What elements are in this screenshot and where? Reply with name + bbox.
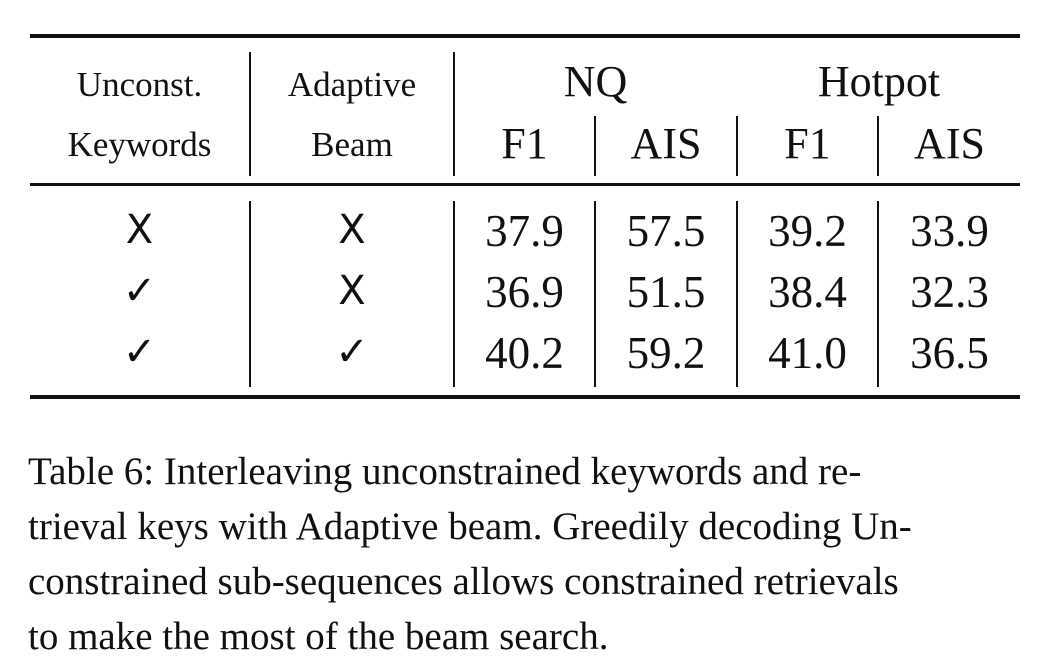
caption-line: constrained sub-sequences allows constra… [28, 560, 899, 603]
cell-hotpot-ais: 32.3 [910, 267, 989, 317]
col-separator [249, 201, 251, 387]
header-adaptive: Adaptive [287, 65, 417, 104]
cell-unconst: ✓ [122, 329, 157, 375]
col-separator [594, 116, 596, 176]
cell-nq-f1: 40.2 [485, 328, 564, 378]
header-hotpot-ais: AIS [914, 119, 985, 168]
caption-line: to make the most of the beam search. [28, 615, 609, 658]
header-nq-f1: F1 [501, 119, 548, 168]
cell-hotpot-f1: 38.4 [768, 267, 847, 317]
cell-adaptive: ✓ [335, 329, 369, 375]
header-group-nq: NQ [563, 57, 628, 106]
col-separator [736, 116, 738, 176]
cell-hotpot-f1: 39.2 [768, 206, 847, 256]
cell-unconst: X [125, 207, 154, 253]
header-hotpot-f1: F1 [784, 119, 831, 168]
col-separator [249, 52, 251, 176]
header-beam: Beam [311, 125, 393, 164]
col-separator [736, 201, 738, 387]
cell-unconst: ✓ [122, 268, 157, 314]
cell-adaptive: X [338, 207, 366, 253]
header-unconst: Unconst. [76, 65, 203, 104]
cell-nq-f1: 37.9 [485, 206, 564, 256]
cell-nq-ais: 57.5 [626, 206, 706, 256]
table-bottom-rule [30, 395, 1020, 399]
cell-nq-f1: 36.9 [485, 267, 564, 317]
col-separator [453, 52, 455, 176]
cell-hotpot-ais: 33.9 [910, 206, 989, 256]
table-header-rule [30, 183, 1020, 186]
col-separator [877, 116, 879, 176]
caption-line: Table 6: Interleaving unconstrained keyw… [28, 450, 862, 493]
cell-nq-ais: 59.2 [626, 328, 706, 378]
col-separator [594, 201, 596, 387]
cell-hotpot-ais: 36.5 [910, 328, 989, 378]
caption-line: trieval keys with Adaptive beam. Greedil… [28, 505, 912, 548]
cell-nq-ais: 51.5 [626, 267, 706, 317]
col-separator [453, 201, 455, 387]
col-separator [877, 201, 879, 387]
header-nq-ais: AIS [630, 119, 702, 168]
cell-adaptive: X [338, 268, 366, 314]
header-keywords: Keywords [67, 125, 212, 164]
table-top-rule [30, 34, 1020, 38]
cell-hotpot-f1: 41.0 [768, 328, 847, 378]
table-caption: Table 6: Interleaving unconstrained keyw… [28, 444, 1028, 664]
header-group-hotpot: Hotpot [817, 57, 941, 106]
